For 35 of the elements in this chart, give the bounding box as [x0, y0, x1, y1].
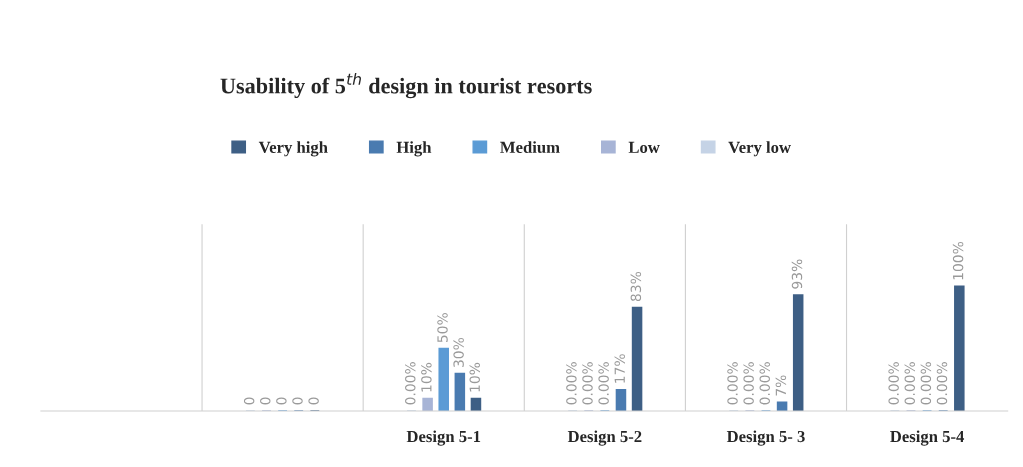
data-label: 0.00% — [743, 362, 754, 405]
data-label: 10% — [469, 362, 480, 392]
data-label: 7% — [775, 375, 787, 396]
data-label: 0.00% — [888, 362, 899, 405]
x-tick-label: Design 5-4 — [890, 430, 965, 446]
data-label: 0 — [292, 397, 303, 405]
x-tick-label: Design 5-2 — [567, 430, 642, 446]
data-label: 50% — [437, 313, 448, 343]
legend-label: Very high — [258, 141, 328, 157]
data-label: 83% — [630, 271, 642, 302]
data-label: 30% — [453, 337, 464, 367]
data-label: 0.00% — [920, 362, 932, 405]
data-label: 0 — [276, 397, 287, 405]
legend-label: Low — [628, 141, 660, 153]
data-label: 0.00% — [598, 362, 609, 405]
data-label: 0 — [243, 397, 255, 405]
data-label: 93% — [791, 259, 803, 289]
data-label: 0.00% — [405, 362, 416, 405]
data-label: 0 — [308, 397, 319, 405]
legend-label: High — [396, 141, 432, 157]
data-label: 0.00% — [936, 362, 948, 405]
data-label: 0.00% — [582, 362, 593, 405]
legend-label: Very low — [728, 141, 791, 157]
data-label: 10% — [421, 362, 432, 392]
x-tick-label: Design 5- 3 — [726, 430, 805, 446]
data-label: 0 — [260, 397, 271, 405]
data-label: 0.00% — [727, 362, 738, 405]
x-tick-label: Design 5-1 — [406, 430, 481, 446]
legend-label: Medium — [500, 141, 560, 153]
chart-title: Usability of 5$^{th}$ design in tourist resorts — [220, 72, 592, 99]
data-label: 0.00% — [566, 362, 577, 405]
data-label: 100% — [952, 241, 964, 280]
data-label: 17% — [614, 354, 625, 383]
data-label: 0.00% — [904, 362, 916, 405]
data-label: 0.00% — [759, 362, 770, 405]
